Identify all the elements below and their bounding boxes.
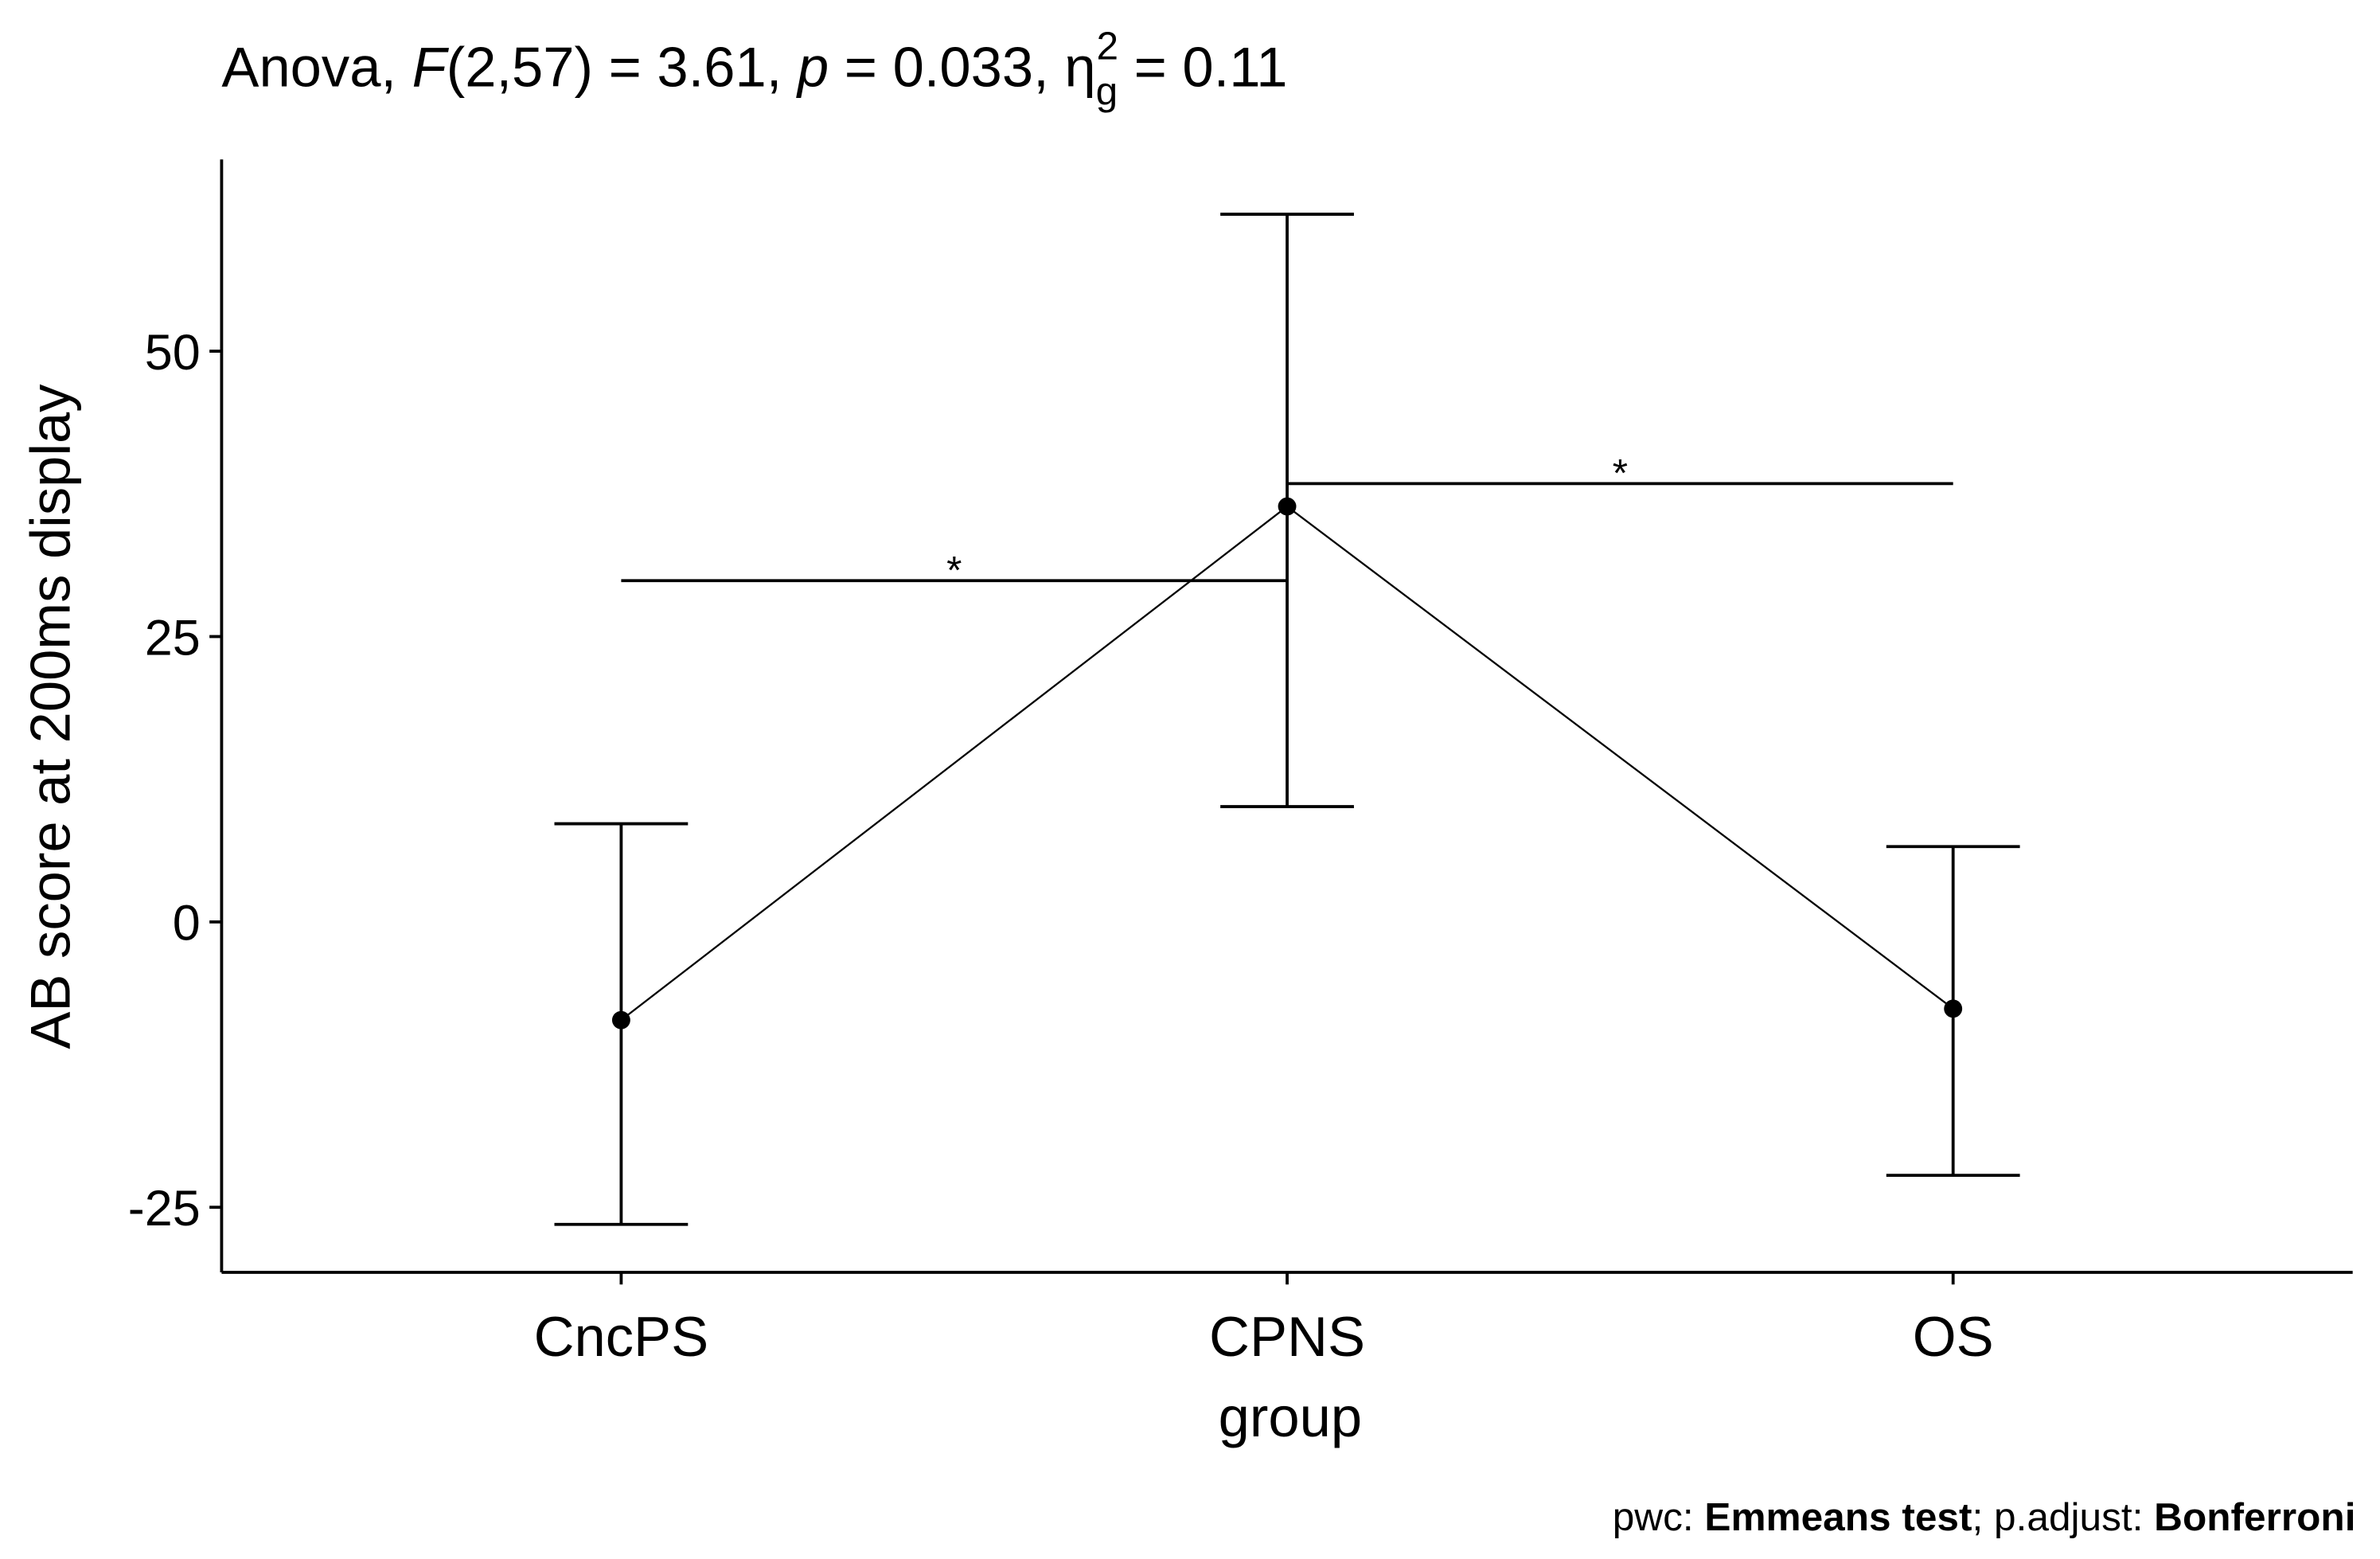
mean-point — [1944, 999, 1963, 1018]
caption-part: pwc: — [1613, 1495, 1705, 1539]
title-part: η — [1064, 36, 1095, 99]
caption-part: Bonferroni — [2154, 1495, 2355, 1539]
mean-point — [611, 1010, 630, 1030]
caption: pwc: Emmeans test; p.adjust: Bonferroni — [1613, 1495, 2356, 1539]
x-tick-label: OS — [1913, 1305, 1994, 1368]
title-part: 2 — [1096, 23, 1118, 68]
title-part: g — [1096, 69, 1118, 114]
comparison-label: * — [946, 548, 962, 592]
y-tick-label: -25 — [128, 1181, 201, 1237]
x-axis-title: group — [1219, 1385, 1362, 1448]
chart-title: Anova, F(2,57) = 3.61, p = 0.033, ηg2 = … — [221, 23, 1287, 113]
y-tick-label: 50 — [145, 325, 201, 381]
x-tick-label: CPNS — [1209, 1305, 1365, 1368]
y-tick-label: 25 — [145, 610, 201, 666]
title-part: (2,57) = 3.61, — [447, 36, 798, 99]
title-part: = 0.033, — [829, 36, 1064, 99]
y-tick-label: 0 — [173, 896, 201, 951]
title-part: = 0.11 — [1118, 36, 1287, 99]
title-part: p — [796, 36, 829, 99]
title-part: Anova, — [221, 36, 412, 99]
title-part: F — [412, 36, 450, 99]
comparison-label: * — [1613, 451, 1628, 495]
y-axis-title: AB score at 200ms display — [19, 384, 82, 1049]
caption-part: Emmeans test — [1704, 1495, 1972, 1539]
x-tick-label: CncPS — [534, 1305, 709, 1368]
mean-point — [1278, 497, 1297, 516]
caption-part: ; p.adjust: — [1972, 1495, 2155, 1539]
